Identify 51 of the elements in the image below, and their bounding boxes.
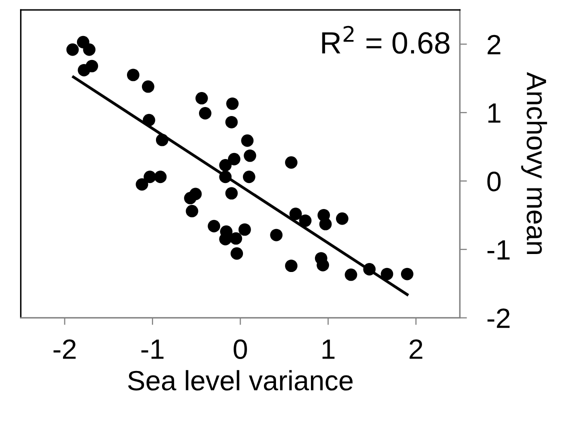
x-tick-label: 1 xyxy=(322,340,335,359)
annotation: R$^{2}$ = 0.68 xyxy=(322,26,450,54)
point xyxy=(198,107,212,120)
point xyxy=(270,228,283,242)
y-tick-label: 2 xyxy=(488,34,500,54)
point xyxy=(285,260,298,272)
point xyxy=(219,170,232,184)
point xyxy=(225,187,238,200)
y-tick-label: 1 xyxy=(488,104,500,123)
point xyxy=(285,156,298,169)
point xyxy=(228,152,240,166)
point xyxy=(336,212,348,225)
point xyxy=(195,92,208,104)
point xyxy=(230,232,242,245)
point xyxy=(208,220,220,232)
point xyxy=(83,43,96,56)
point xyxy=(238,223,251,236)
x-tick-label: -2 xyxy=(54,339,76,359)
y-axis-title: Anchovy mean xyxy=(521,72,548,254)
point xyxy=(319,218,332,230)
point xyxy=(154,170,167,184)
point xyxy=(86,60,98,72)
point xyxy=(299,214,312,227)
x-axis-title: Sea level variance xyxy=(128,370,353,391)
point xyxy=(142,114,156,126)
point xyxy=(230,247,244,260)
point xyxy=(184,192,196,204)
point xyxy=(226,97,239,110)
x-tick-label: 2 xyxy=(410,339,422,359)
point xyxy=(136,178,148,191)
point xyxy=(219,159,232,172)
point xyxy=(289,208,302,220)
point xyxy=(316,258,330,272)
x-tick-label: 0 xyxy=(234,339,247,360)
x-tick-label: -1 xyxy=(141,340,164,359)
point xyxy=(363,263,376,276)
point xyxy=(126,68,140,82)
point xyxy=(380,268,394,280)
point xyxy=(225,116,238,128)
y-tick-label: -2 xyxy=(487,308,510,328)
point xyxy=(156,134,168,146)
y-tick-label: 0 xyxy=(487,172,501,192)
point xyxy=(344,268,358,281)
point xyxy=(400,268,414,280)
point xyxy=(142,80,154,93)
point xyxy=(244,149,256,162)
point xyxy=(186,204,198,218)
point xyxy=(242,170,256,184)
point xyxy=(66,43,79,56)
point xyxy=(241,134,254,147)
y-tick-label: -1 xyxy=(487,240,510,260)
